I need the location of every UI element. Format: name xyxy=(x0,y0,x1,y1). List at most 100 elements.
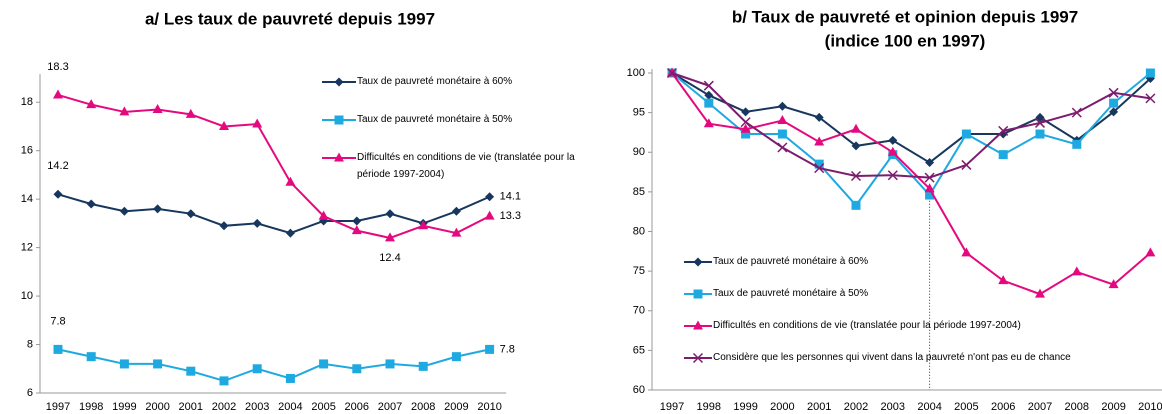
series-line xyxy=(57,94,491,239)
x-tick-label: 2004 xyxy=(278,401,302,413)
marker xyxy=(1035,129,1045,139)
marker xyxy=(1109,98,1119,108)
y-tick-label: 6 xyxy=(27,387,33,399)
x-tick-label: 2010 xyxy=(1138,401,1162,413)
legend-label: Taux de pauvreté monétaire à 60% xyxy=(357,76,513,87)
x-tick-label: 2004 xyxy=(917,401,941,413)
y-tick-label: 70 xyxy=(633,305,645,317)
marker xyxy=(252,364,262,374)
y-tick-label: 10 xyxy=(21,290,33,302)
data-label: 7.8 xyxy=(50,315,65,327)
marker xyxy=(1145,68,1155,78)
marker xyxy=(740,117,751,128)
marker xyxy=(1108,279,1119,289)
marker xyxy=(814,136,825,146)
marker xyxy=(741,129,751,139)
marker xyxy=(352,364,362,374)
legend-label: Considère que les personnes qui vivent d… xyxy=(713,352,1071,363)
marker xyxy=(252,218,262,228)
x-tick-label: 1999 xyxy=(112,401,136,413)
marker xyxy=(1108,87,1119,98)
marker xyxy=(351,225,362,235)
marker xyxy=(385,359,395,369)
legend-label: Difficultés en conditions de vie (transl… xyxy=(357,152,575,180)
data-label: 14.2 xyxy=(47,160,68,172)
x-tick-label: 2002 xyxy=(844,401,868,413)
marker xyxy=(887,146,898,156)
x-tick-label: 2009 xyxy=(444,401,468,413)
marker xyxy=(741,107,751,117)
marker xyxy=(777,142,788,153)
legend-item: Taux de pauvreté monétaire à 50% xyxy=(713,288,869,299)
legend-marker xyxy=(693,257,703,267)
marker xyxy=(998,275,1009,285)
y-tick-label: 60 xyxy=(633,384,645,396)
marker xyxy=(451,227,462,237)
marker xyxy=(1072,139,1082,149)
marker xyxy=(924,172,935,183)
x-tick-label: 2000 xyxy=(145,401,169,413)
x-tick-label: 2001 xyxy=(807,401,831,413)
y-tick-label: 18 xyxy=(21,96,33,108)
marker xyxy=(1145,247,1156,257)
legend-marker xyxy=(693,320,703,330)
marker xyxy=(887,170,898,181)
chart-title: b/ Taux de pauvreté et opinion depuis 19… xyxy=(732,7,1078,26)
x-tick-label: 2007 xyxy=(1028,401,1052,413)
data-label: 13.3 xyxy=(500,210,521,222)
marker xyxy=(1109,107,1119,117)
marker xyxy=(319,359,329,369)
legend-marker xyxy=(692,352,704,364)
marker xyxy=(153,204,163,214)
marker xyxy=(352,216,362,226)
marker xyxy=(850,170,862,182)
marker xyxy=(484,210,495,220)
marker xyxy=(485,344,495,354)
x-tick-label: 2009 xyxy=(1101,401,1125,413)
marker xyxy=(318,210,329,220)
marker xyxy=(185,108,196,118)
marker xyxy=(777,115,788,125)
y-tick-label: 85 xyxy=(633,186,645,198)
y-tick-label: 65 xyxy=(633,344,645,356)
legend-label: Taux de pauvreté monétaire à 60% xyxy=(713,256,869,267)
marker xyxy=(1071,266,1082,276)
marker xyxy=(998,125,1009,136)
marker xyxy=(385,209,395,219)
marker xyxy=(703,80,714,91)
legend-marker xyxy=(693,289,703,299)
marker xyxy=(119,206,129,216)
x-tick-label: 1999 xyxy=(733,401,757,413)
legend-marker xyxy=(334,152,344,162)
legend-item: Difficultés en conditions de vie (transl… xyxy=(357,152,575,180)
x-tick-label: 2006 xyxy=(991,401,1015,413)
x-tick-label: 1997 xyxy=(660,401,684,413)
marker xyxy=(740,123,751,133)
marker xyxy=(186,209,196,219)
data-label: 18.3 xyxy=(47,61,68,73)
series-line xyxy=(57,348,490,382)
x-tick-label: 2001 xyxy=(179,401,203,413)
marker xyxy=(924,183,935,193)
marker xyxy=(777,129,787,139)
marker xyxy=(119,106,130,116)
marker xyxy=(888,135,898,145)
marker xyxy=(961,159,972,170)
marker xyxy=(53,189,63,199)
x-tick-label: 2007 xyxy=(378,401,402,413)
chart-subtitle: (indice 100 en 1997) xyxy=(825,31,986,50)
marker xyxy=(53,89,63,99)
marker xyxy=(252,118,263,128)
x-tick-label: 2005 xyxy=(954,401,978,413)
marker xyxy=(285,373,295,383)
legend-label: Taux de pauvreté monétaire à 50% xyxy=(713,288,869,299)
marker xyxy=(219,376,229,386)
marker xyxy=(186,366,196,376)
y-tick-label: 75 xyxy=(633,265,645,277)
y-tick-label: 8 xyxy=(27,338,33,350)
marker xyxy=(451,206,461,216)
x-tick-label: 2008 xyxy=(1065,401,1089,413)
x-tick-label: 2010 xyxy=(477,401,501,413)
series-line xyxy=(671,72,1152,296)
